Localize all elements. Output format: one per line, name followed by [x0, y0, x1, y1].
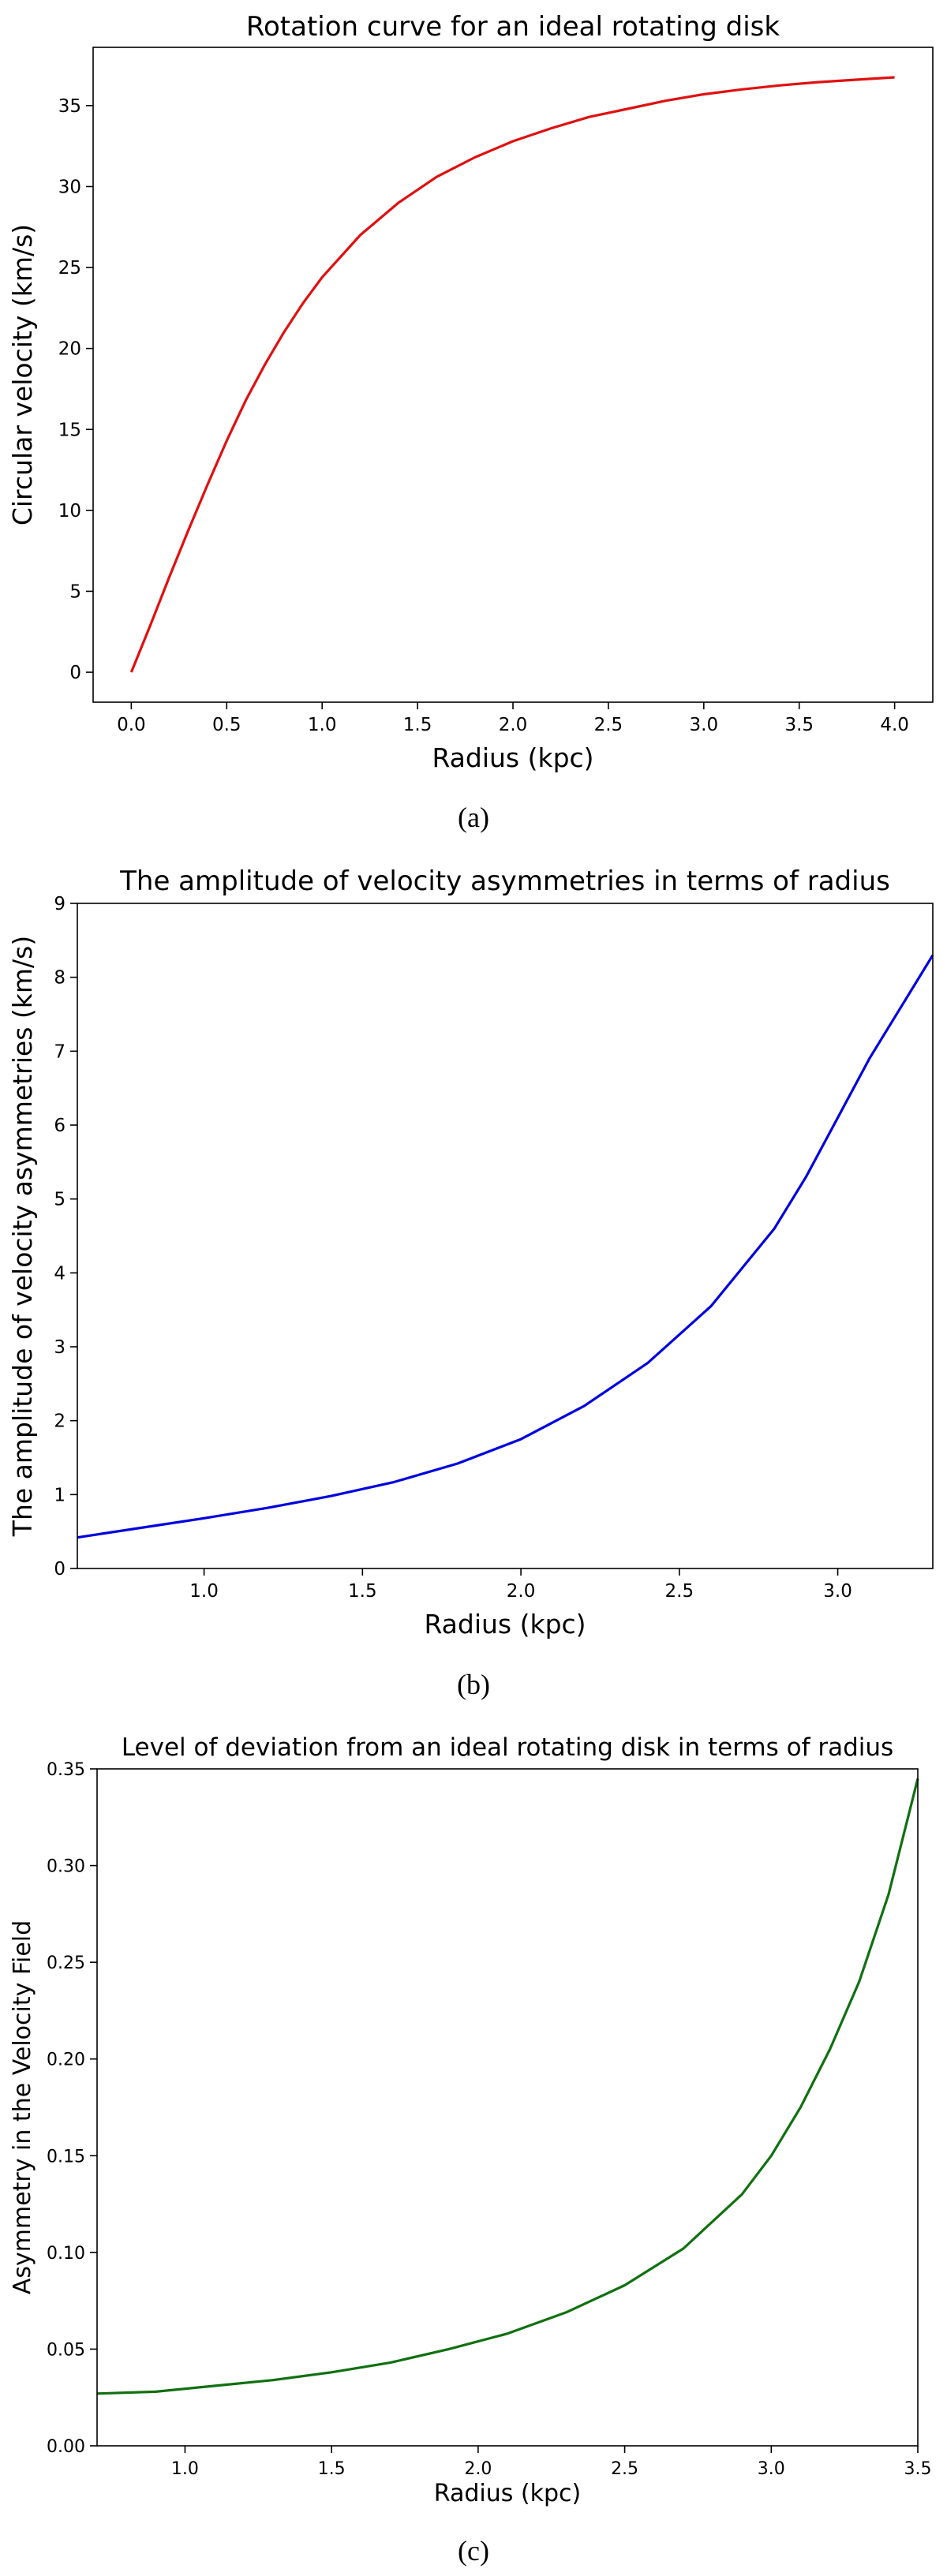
y-tick-label: 6	[54, 1116, 66, 1136]
panel-c-asymmetry-level: Level of deviation from an ideal rotatin…	[9, 1733, 932, 2567]
y-axis-label: Asymmetry in the Velocity Field	[9, 1920, 36, 2294]
x-tick-label: 0.0	[117, 715, 146, 735]
y-tick-label: 3	[54, 1337, 66, 1358]
y-tick-label: 0.35	[47, 1760, 85, 1780]
series-line	[77, 954, 934, 1539]
y-tick-label: 0.05	[47, 2340, 85, 2360]
x-tick-label: 1.5	[348, 1581, 377, 1602]
y-tick-label: 0.00	[47, 2437, 85, 2457]
y-tick-label: 7	[54, 1041, 66, 1062]
y-axis-label: The amplitude of velocity asymmetries (k…	[7, 936, 38, 1537]
x-tick-label: 2.5	[611, 2459, 638, 2479]
y-tick-label: 9	[54, 894, 66, 914]
x-tick-label: 1.5	[403, 715, 432, 735]
plot-frame	[77, 903, 934, 1569]
y-tick-label: 0.15	[47, 2147, 85, 2167]
x-tick-label: 1.5	[318, 2459, 346, 2479]
x-tick-label: 2.0	[464, 2459, 492, 2479]
y-tick-label: 25	[58, 258, 81, 279]
panel-b-velocity-asymmetry-amplitude: The amplitude of velocity asymmetries in…	[7, 866, 934, 1700]
x-tick-label: 2.0	[499, 715, 528, 735]
x-tick-label: 3.0	[758, 2459, 785, 2479]
y-tick-label: 10	[58, 501, 81, 522]
x-axis-label: Radius (kpc)	[434, 2480, 581, 2507]
y-tick-label: 35	[58, 96, 81, 117]
y-tick-label: 4	[54, 1263, 66, 1284]
x-axis-label: Radius (kpc)	[432, 742, 593, 773]
y-tick-label: 0.10	[47, 2244, 85, 2264]
chart-title: Level of deviation from an ideal rotatin…	[122, 1733, 893, 1762]
series-line	[96, 1778, 919, 2395]
series-line	[129, 76, 895, 673]
y-tick-label: 0.25	[47, 1953, 85, 1973]
plot-frame	[92, 47, 934, 703]
x-tick-label: 4.0	[880, 715, 909, 735]
y-tick-label: 0.30	[47, 1857, 85, 1877]
x-tick-label: 2.5	[665, 1581, 694, 1602]
x-tick-label: 1.0	[189, 1581, 219, 1602]
y-tick-label: 0.20	[47, 2051, 85, 2070]
x-tick-label: 2.5	[594, 715, 623, 735]
chart-title: Rotation curve for an ideal rotating dis…	[246, 11, 780, 43]
y-tick-label: 30	[58, 177, 81, 197]
plot-frame	[96, 1768, 919, 2447]
y-tick-label: 0	[69, 663, 81, 683]
y-tick-label: 1	[54, 1485, 66, 1505]
y-tick-label: 20	[58, 339, 81, 360]
x-axis-label: Radius (kpc)	[424, 1609, 586, 1639]
panel-caption: (b)	[457, 1669, 490, 1700]
panel-caption: (a)	[458, 802, 489, 833]
x-tick-label: 0.5	[212, 715, 241, 735]
x-tick-label: 2.0	[507, 1581, 536, 1602]
y-tick-label: 8	[54, 968, 66, 989]
x-tick-label: 3.0	[823, 1581, 852, 1602]
chart-title: The amplitude of velocity asymmetries in…	[119, 866, 890, 897]
x-tick-label: 3.5	[784, 715, 814, 735]
panel-a-rotation-curve: Rotation curve for an ideal rotating dis…	[7, 11, 934, 833]
y-tick-label: 5	[69, 581, 81, 602]
y-axis-label: Circular velocity (km/s)	[7, 224, 38, 525]
x-tick-label: 1.0	[308, 715, 337, 735]
x-tick-label: 3.5	[904, 2459, 932, 2479]
panel-caption: (c)	[458, 2535, 489, 2567]
x-tick-label: 3.0	[690, 715, 719, 735]
y-tick-label: 0	[54, 1559, 66, 1580]
y-tick-label: 15	[58, 420, 81, 440]
x-tick-label: 1.0	[171, 2459, 199, 2479]
y-tick-label: 5	[54, 1190, 66, 1210]
y-tick-label: 2	[54, 1411, 66, 1432]
